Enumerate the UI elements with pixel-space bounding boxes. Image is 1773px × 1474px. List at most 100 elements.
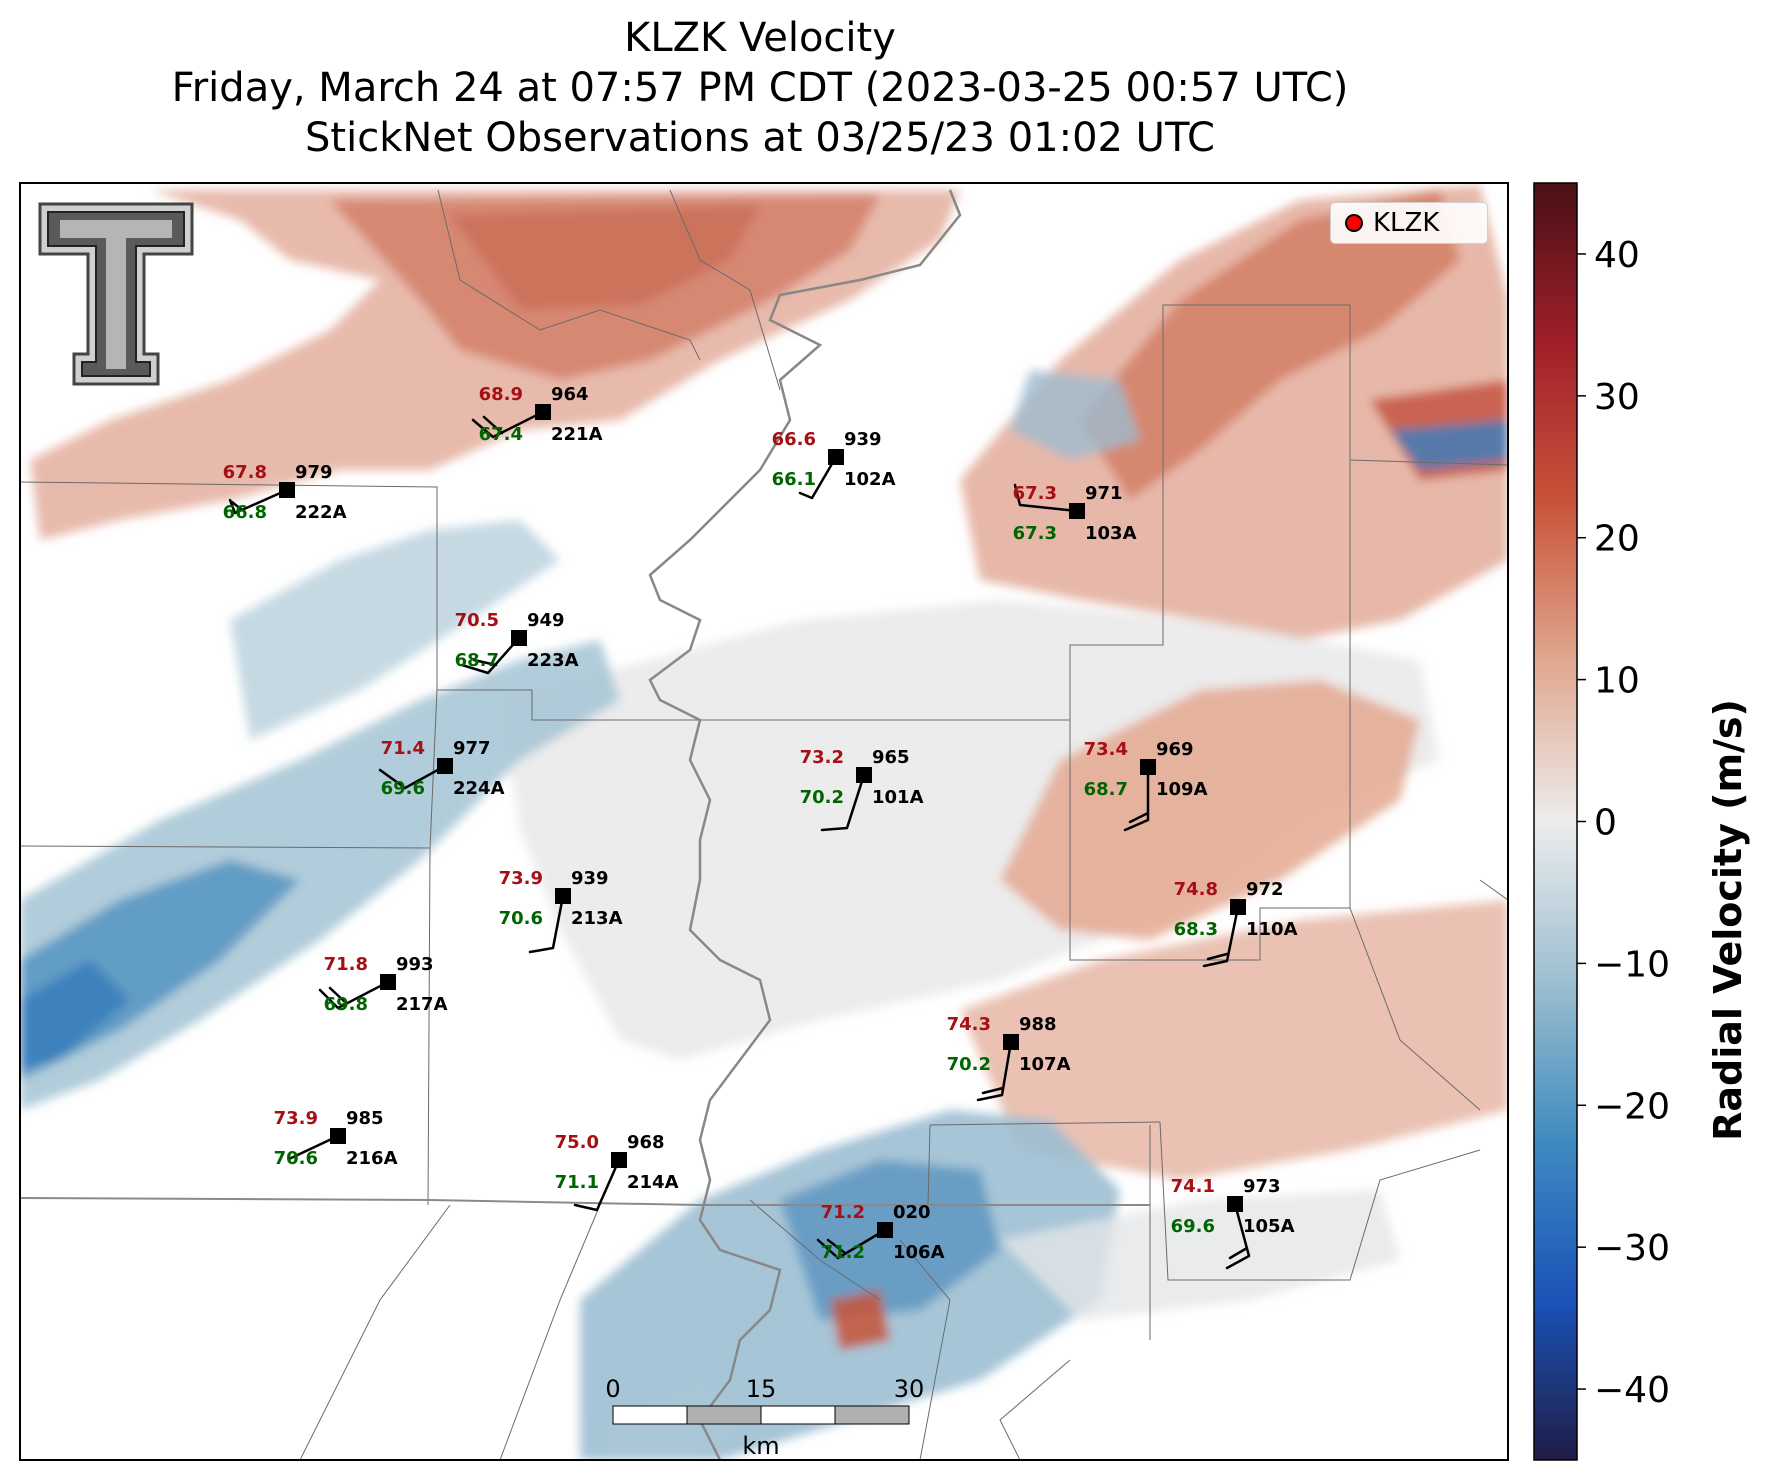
station-pressure: 988 <box>1019 1014 1057 1035</box>
station-temperature: 74.8 <box>1174 879 1218 900</box>
radar-site-marker-icon <box>1345 214 1363 232</box>
scale-bar: 0 15 30 km <box>605 1375 924 1460</box>
station-102A[interactable]: 66.6 939 66.1 102A <box>772 429 896 490</box>
title-line-3: StickNet Observations at 03/25/23 01:02 … <box>305 115 1215 161</box>
colorbar-tick-label: 10 <box>1594 661 1640 702</box>
station-temperature: 67.3 <box>1013 483 1057 504</box>
station-id: 224A <box>453 778 505 799</box>
colorbar-label: Radial Velocity (m/s) <box>1706 699 1750 1141</box>
station-107A[interactable]: 74.3 988 70.2 107A <box>947 1014 1071 1075</box>
station-dewpoint: 69.6 <box>381 778 425 799</box>
station-pressure: 968 <box>627 1132 665 1153</box>
station-marker-icon <box>437 758 453 774</box>
station-temperature: 71.2 <box>821 1202 865 1223</box>
station-marker-icon <box>1003 1034 1019 1050</box>
colorbar-tick-label: −40 <box>1594 1370 1670 1411</box>
station-110A[interactable]: 74.8 972 68.3 110A <box>1174 879 1298 940</box>
station-id: 106A <box>893 1242 945 1263</box>
title-line-2: Friday, March 24 at 07:57 PM CDT (2023-0… <box>171 65 1349 111</box>
scale-tick-0: 0 <box>605 1375 620 1403</box>
colorbar-tick-label: −10 <box>1594 944 1670 985</box>
station-pressure: 965 <box>872 747 910 768</box>
station-dewpoint: 71.1 <box>555 1172 599 1193</box>
station-marker-icon <box>611 1152 627 1168</box>
station-pressure: 985 <box>346 1108 384 1129</box>
station-101A[interactable]: 73.2 965 70.2 101A <box>800 747 924 808</box>
station-dewpoint: 67.4 <box>479 424 523 445</box>
station-id: 217A <box>396 994 448 1015</box>
station-id: 101A <box>872 787 924 808</box>
station-221A[interactable]: 68.9 964 67.4 221A <box>479 384 603 445</box>
colorbar-tick-label: 20 <box>1594 519 1640 560</box>
station-marker-icon <box>856 767 872 783</box>
colorbar-tick-label: −20 <box>1594 1086 1670 1127</box>
station-222A[interactable]: 67.8 979 66.8 222A <box>223 462 347 523</box>
station-223A[interactable]: 70.5 949 68.7 223A <box>455 610 579 671</box>
station-marker-icon <box>1230 899 1246 915</box>
station-temperature: 73.9 <box>274 1108 318 1129</box>
station-id: 110A <box>1246 919 1298 940</box>
station-217A[interactable]: 71.8 993 69.8 217A <box>324 954 448 1015</box>
station-216A[interactable]: 73.9 985 70.6 216A <box>274 1108 398 1169</box>
station-marker-icon <box>380 974 396 990</box>
station-106A[interactable]: 71.2 020 71.2 106A <box>821 1202 945 1263</box>
station-pressure: 973 <box>1243 1176 1281 1197</box>
station-temperature: 75.0 <box>555 1132 599 1153</box>
colorbar-tick-label: −30 <box>1594 1228 1670 1269</box>
station-id: 216A <box>346 1148 398 1169</box>
scale-tick-2: 30 <box>894 1375 925 1403</box>
station-pressure: 949 <box>527 610 565 631</box>
station-214A[interactable]: 75.0 968 71.1 214A <box>555 1132 679 1193</box>
station-id: 223A <box>527 650 579 671</box>
colorbar-gradient <box>1533 182 1578 1461</box>
station-dewpoint: 69.8 <box>324 994 368 1015</box>
station-id: 103A <box>1085 523 1137 544</box>
station-pressure: 993 <box>396 954 434 975</box>
station-pressure: 020 <box>893 1202 931 1223</box>
station-marker-icon <box>828 449 844 465</box>
station-dewpoint: 66.1 <box>772 469 816 490</box>
station-pressure: 964 <box>551 384 589 405</box>
station-dewpoint: 70.6 <box>499 908 543 929</box>
station-103A[interactable]: 67.3 971 67.3 103A <box>1013 483 1137 544</box>
station-dewpoint: 66.8 <box>223 502 267 523</box>
station-marker-icon <box>1069 503 1085 519</box>
station-marker-icon <box>1140 759 1156 775</box>
station-224A[interactable]: 71.4 977 69.6 224A <box>381 738 505 799</box>
station-pressure: 972 <box>1246 879 1284 900</box>
station-marker-icon <box>877 1222 893 1238</box>
station-marker-icon <box>535 404 551 420</box>
title-line-1: KLZK Velocity <box>624 15 896 61</box>
legend-label: KLZK <box>1373 208 1440 238</box>
station-temperature: 73.2 <box>800 747 844 768</box>
station-213A[interactable]: 73.9 939 70.6 213A <box>499 868 623 929</box>
station-temperature: 73.9 <box>499 868 543 889</box>
station-105A[interactable]: 74.1 973 69.6 105A <box>1171 1176 1295 1237</box>
station-temperature: 67.8 <box>223 462 267 483</box>
station-dewpoint: 68.3 <box>1174 919 1218 940</box>
station-marker-icon <box>555 888 571 904</box>
station-dewpoint: 68.7 <box>1084 779 1128 800</box>
station-109A[interactable]: 73.4 969 68.7 109A <box>1084 739 1208 800</box>
scale-unit: km <box>742 1432 779 1460</box>
station-marker-icon <box>330 1128 346 1144</box>
station-temperature: 73.4 <box>1084 739 1128 760</box>
scale-tick-1: 15 <box>746 1375 777 1403</box>
radar-velocity-field <box>20 185 1508 1460</box>
station-pressure: 939 <box>571 868 609 889</box>
station-id: 107A <box>1019 1054 1071 1075</box>
colorbar-tick-label: 40 <box>1594 235 1640 276</box>
station-dewpoint: 69.6 <box>1171 1216 1215 1237</box>
station-temperature: 71.8 <box>324 954 368 975</box>
texas-tech-double-t-logo <box>38 202 194 386</box>
station-temperature: 70.5 <box>455 610 499 631</box>
station-dewpoint: 67.3 <box>1013 523 1057 544</box>
station-id: 105A <box>1243 1216 1295 1237</box>
station-pressure: 979 <box>295 462 333 483</box>
station-dewpoint: 71.2 <box>821 1242 865 1263</box>
station-marker-icon <box>511 630 527 646</box>
station-dewpoint: 70.2 <box>947 1054 991 1075</box>
